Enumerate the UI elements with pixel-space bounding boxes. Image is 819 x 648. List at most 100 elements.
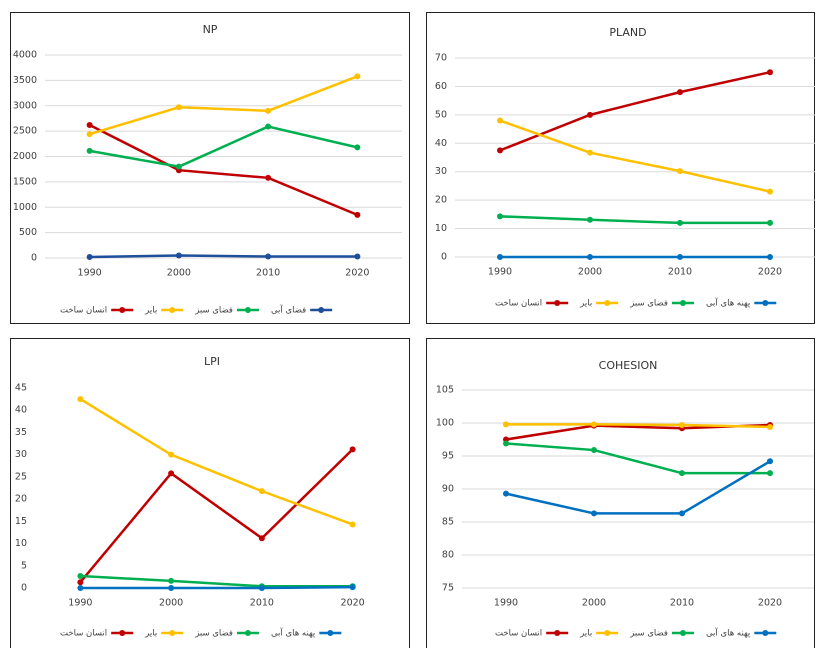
point xyxy=(591,510,597,516)
point xyxy=(168,470,174,476)
x-tick-label: 2020 xyxy=(758,267,782,278)
point xyxy=(77,573,83,579)
y-tick-label: 100 xyxy=(436,418,454,429)
y-tick-label: 500 xyxy=(19,227,37,238)
series-line xyxy=(80,587,352,588)
point xyxy=(503,491,509,497)
point xyxy=(677,254,683,260)
point xyxy=(587,112,593,118)
legend-label: بایر xyxy=(144,629,157,639)
x-tick-label: 2000 xyxy=(582,598,606,609)
chart-title: PLAND xyxy=(609,26,646,39)
y-tick-label: 105 xyxy=(436,385,454,396)
x-tick-label: 2010 xyxy=(256,268,280,279)
legend-label: پهنه های آبی xyxy=(706,627,751,639)
point xyxy=(176,104,182,110)
point xyxy=(497,118,503,124)
legend-label: فضای سبز xyxy=(629,299,668,309)
series-line xyxy=(506,461,770,513)
x-tick-label: 2010 xyxy=(668,267,692,278)
series-line xyxy=(80,449,352,582)
y-tick-label: 2500 xyxy=(13,126,37,137)
point xyxy=(259,488,265,494)
series-line xyxy=(80,576,352,586)
y-tick-label: 0 xyxy=(441,252,447,263)
legend-marker xyxy=(318,307,324,313)
point xyxy=(767,69,773,75)
point xyxy=(259,535,265,541)
y-tick-label: 4000 xyxy=(13,50,37,61)
legend-label: بایر xyxy=(579,299,592,309)
point xyxy=(176,252,182,258)
point xyxy=(767,470,773,476)
legend-marker xyxy=(762,630,768,636)
point xyxy=(591,421,597,427)
y-tick-label: 3000 xyxy=(13,100,37,111)
legend-label: انسان ساخت xyxy=(60,306,107,316)
point xyxy=(77,585,83,591)
x-tick-label: 1990 xyxy=(78,268,102,279)
y-tick-label: 80 xyxy=(442,550,454,561)
point xyxy=(354,73,360,79)
legend-label: انسان ساخت xyxy=(495,629,542,639)
legend-marker xyxy=(762,300,768,306)
y-tick-label: 35 xyxy=(15,427,27,438)
point xyxy=(767,254,773,260)
point xyxy=(767,458,773,464)
legend-marker xyxy=(119,630,125,636)
point xyxy=(587,217,593,223)
chart-title: COHESION xyxy=(599,359,658,372)
series-line xyxy=(90,255,358,257)
series-line xyxy=(500,216,770,223)
legend-marker xyxy=(327,630,333,636)
point xyxy=(265,253,271,259)
point xyxy=(176,164,182,170)
y-tick-label: 70 xyxy=(435,53,447,64)
y-tick-label: 20 xyxy=(15,494,27,505)
y-tick-label: 20 xyxy=(435,195,447,206)
legend-label: بایر xyxy=(579,629,592,639)
legend-marker xyxy=(604,630,610,636)
point xyxy=(767,424,773,430)
point xyxy=(679,470,685,476)
y-tick-label: 90 xyxy=(442,484,454,495)
x-tick-label: 2000 xyxy=(167,268,191,279)
legend-marker xyxy=(119,307,125,313)
y-tick-label: 95 xyxy=(442,451,454,462)
x-tick-label: 2010 xyxy=(670,598,694,609)
legend-label: پهنه های آبی xyxy=(271,627,316,639)
point xyxy=(168,578,174,584)
legend-marker xyxy=(554,630,560,636)
point xyxy=(677,89,683,95)
y-tick-label: 0 xyxy=(31,253,37,264)
point xyxy=(350,446,356,452)
point xyxy=(679,510,685,516)
point xyxy=(587,150,593,156)
y-tick-label: 10 xyxy=(15,538,27,549)
chart-title: NP xyxy=(203,23,218,36)
point xyxy=(350,584,356,590)
point xyxy=(87,254,93,260)
legend-label: فضای آبی xyxy=(271,304,306,316)
point xyxy=(87,131,93,137)
panel-border xyxy=(427,339,815,648)
y-tick-label: 30 xyxy=(15,449,27,460)
point xyxy=(591,447,597,453)
series-line xyxy=(500,121,770,192)
point xyxy=(77,396,83,402)
point xyxy=(168,452,174,458)
x-tick-label: 1990 xyxy=(494,598,518,609)
chart-title: LPI xyxy=(204,355,220,368)
point xyxy=(259,585,265,591)
point xyxy=(503,421,509,427)
y-tick-label: 50 xyxy=(435,109,447,120)
y-tick-label: 5 xyxy=(21,560,27,571)
point xyxy=(87,122,93,128)
point xyxy=(677,168,683,174)
legend-label: پهنه های آبی xyxy=(706,297,751,309)
point xyxy=(679,422,685,428)
point xyxy=(503,440,509,446)
series-line xyxy=(500,72,770,150)
y-tick-label: 2000 xyxy=(13,151,37,162)
page: {"chart_data":[ {"type":"line","title":"… xyxy=(0,0,819,648)
